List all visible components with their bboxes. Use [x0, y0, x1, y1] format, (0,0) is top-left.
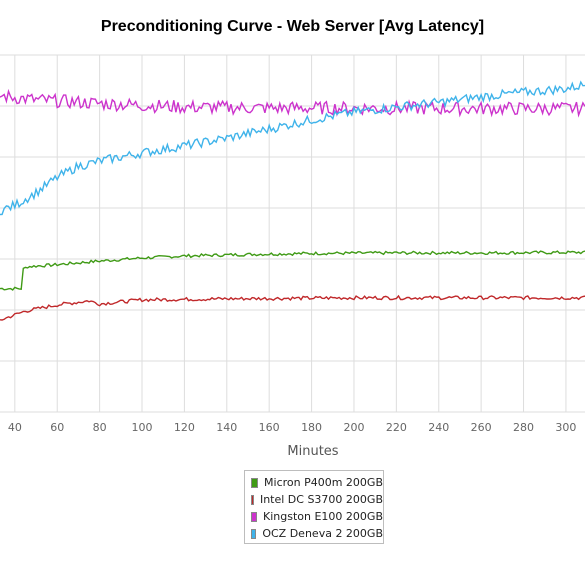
x-tick-label: 180	[301, 421, 322, 434]
chart-legend: Micron P400m 200GB Intel DC S3700 200GB Ki…	[244, 470, 384, 544]
series-line-3	[0, 88, 585, 118]
series-line-4	[0, 80, 585, 216]
legend-item: OCZ Deneva 2 200GB	[251, 525, 383, 542]
legend-item: Micron P400m 200GB	[251, 474, 383, 491]
x-tick-label: 260	[471, 421, 492, 434]
legend-swatch	[251, 477, 259, 488]
x-tick-label: 220	[386, 421, 407, 434]
legend-label: OCZ Deneva 2 200GB	[262, 527, 383, 540]
x-tick-label: 60	[50, 421, 64, 434]
legend-label: Micron P400m 200GB	[264, 476, 383, 489]
series-line-1	[0, 250, 585, 291]
legend-label: Intel DC S3700 200GB	[259, 493, 383, 506]
legend-swatch	[251, 511, 258, 522]
legend-swatch	[251, 494, 254, 505]
x-tick-label: 80	[93, 421, 107, 434]
legend-swatch	[251, 528, 257, 539]
series-line-2	[0, 294, 585, 321]
x-tick-label: 100	[132, 421, 153, 434]
x-tick-label: 300	[555, 421, 576, 434]
chart-title: Preconditioning Curve - Web Server [Avg …	[100, 18, 485, 35]
x-tick-label: 140	[216, 421, 237, 434]
x-tick-label: 120	[174, 421, 195, 434]
legend-label: Kingston E100 200GB	[263, 510, 383, 523]
legend-item: Kingston E100 200GB	[251, 508, 383, 525]
x-axis-title: Minutes	[287, 444, 338, 459]
x-tick-label: 160	[259, 421, 280, 434]
legend-item: Intel DC S3700 200GB	[251, 491, 383, 508]
x-tick-label: 40	[8, 421, 22, 434]
x-tick-label: 240	[428, 421, 449, 434]
x-tick-label: 280	[513, 421, 534, 434]
x-tick-label: 200	[343, 421, 364, 434]
